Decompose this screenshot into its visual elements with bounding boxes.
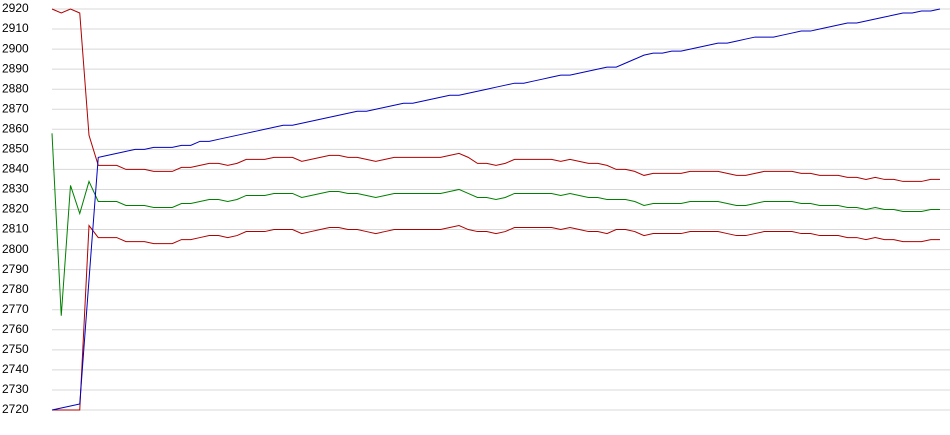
y-tick-label: 2860 — [2, 121, 29, 135]
y-tick-label: 2760 — [2, 322, 29, 336]
y-tick-label: 2890 — [2, 61, 29, 75]
y-tick-label: 2840 — [2, 162, 29, 176]
series-line — [51, 8, 940, 182]
y-tick-label: 2790 — [2, 262, 29, 276]
y-tick-label: 2850 — [2, 142, 29, 156]
series-line — [51, 133, 940, 316]
y-tick-label: 2810 — [2, 222, 29, 236]
series-line — [52, 224, 940, 411]
y-tick-label: 2800 — [2, 242, 29, 256]
y-tick-label: 2750 — [2, 342, 29, 356]
y-tick-label: 2870 — [2, 101, 29, 115]
y-tick-label: 2920 — [2, 1, 29, 15]
y-tick-label: 2720 — [2, 402, 29, 416]
y-tick-label: 2830 — [2, 182, 29, 196]
y-tick-label: 2820 — [2, 202, 29, 216]
y-tick-label: 2730 — [2, 382, 29, 396]
y-tick-label: 2880 — [2, 81, 29, 95]
y-tick-label: 2910 — [2, 21, 29, 35]
y-tick-label: 2900 — [2, 41, 29, 55]
series-line — [51, 8, 941, 411]
y-tick-label: 2740 — [2, 362, 29, 376]
y-tick-label: 2770 — [2, 302, 29, 316]
y-tick-label: 2780 — [2, 282, 29, 296]
